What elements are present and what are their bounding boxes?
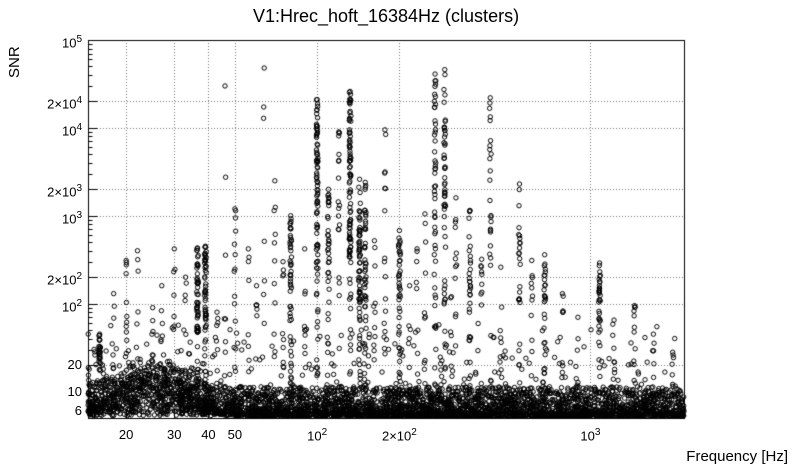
y-axis-title: SNR (6, 46, 23, 78)
chart-title: V1:Hrec_hoft_16384Hz (clusters) (252, 6, 520, 26)
x-axis-title: Frequency [Hz] (686, 448, 788, 465)
